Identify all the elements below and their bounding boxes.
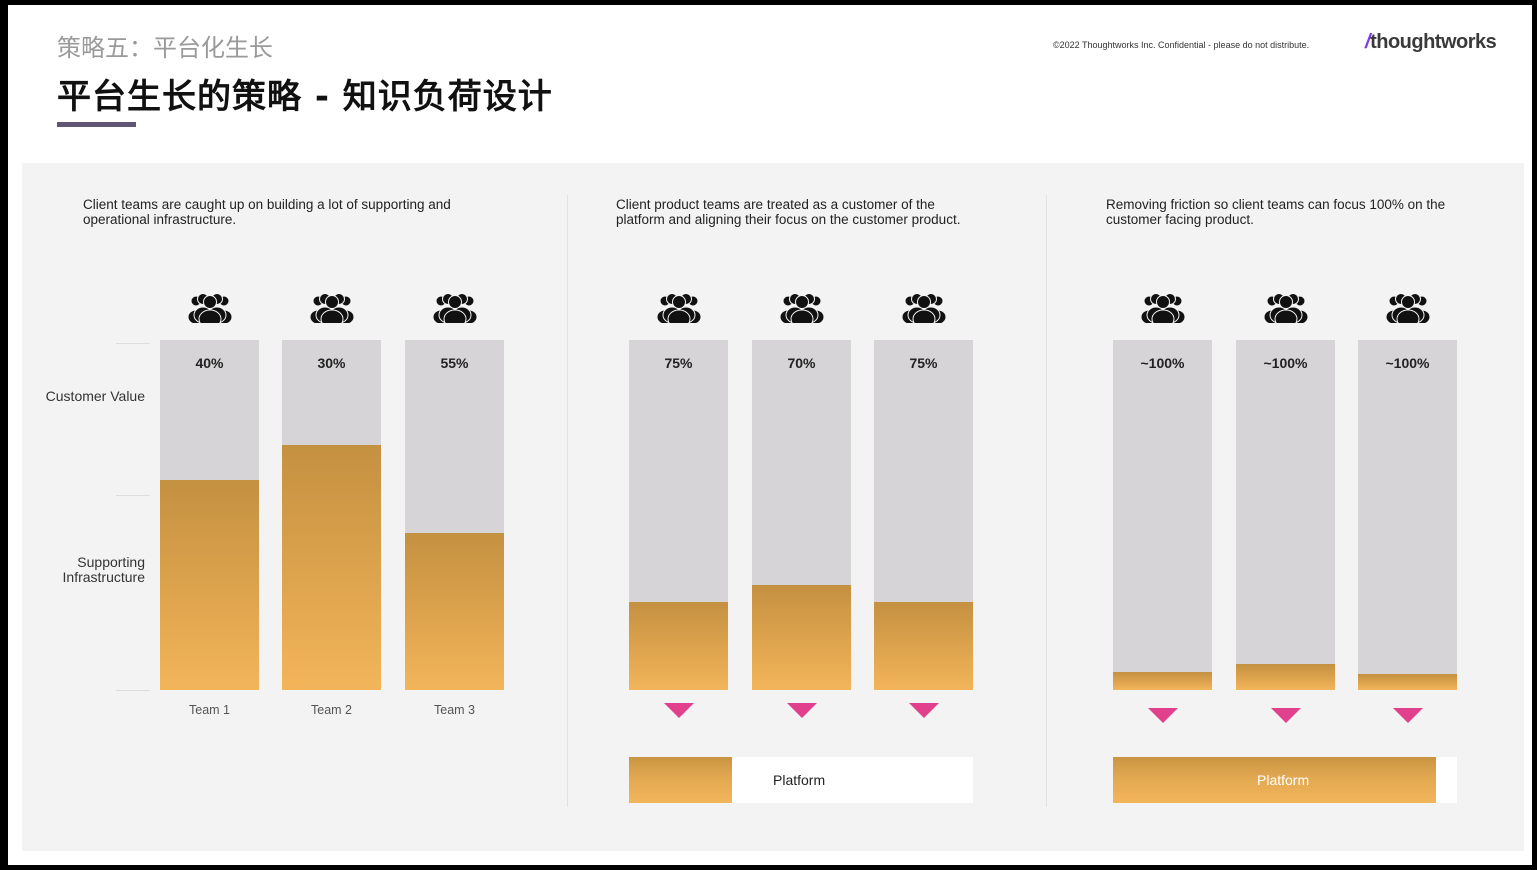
stacked-bar: ~100% <box>1358 340 1457 690</box>
section-2-caption: Client product teams are treated as a cu… <box>616 197 961 227</box>
axis-tick <box>116 343 150 344</box>
content-panel: Client teams are caught up on building a… <box>22 163 1524 851</box>
logo-slash: / <box>1365 31 1371 53</box>
triangle-down-icon <box>1393 708 1423 723</box>
supporting-infrastructure-segment <box>282 445 381 690</box>
customer-value-percent-label: 70% <box>787 355 816 371</box>
supporting-infrastructure-segment <box>1236 664 1335 690</box>
platform-fill <box>1113 757 1437 803</box>
customer-value-percent-label: ~100% <box>1140 355 1185 371</box>
team-label: Team 3 <box>434 703 475 717</box>
customer-value-percent-label: 55% <box>440 355 469 371</box>
team-label: Team 2 <box>311 703 352 717</box>
platform-bar: Platform <box>629 757 973 803</box>
stacked-bar: 40% <box>160 340 259 690</box>
customer-value-percent-label: ~100% <box>1263 355 1308 371</box>
team-label: Team 1 <box>189 703 230 717</box>
platform-label: Platform <box>773 772 826 788</box>
people-group-icon <box>779 293 825 329</box>
triangle-down-icon <box>1148 708 1178 723</box>
triangle-down-icon <box>1271 708 1301 723</box>
section-1-caption: Client teams are caught up on building a… <box>83 197 451 227</box>
supporting-infrastructure-segment <box>1358 674 1457 690</box>
page-title: 平台生长的策略 - 知识负荷设计 <box>57 77 553 117</box>
axis-label-supporting-infrastructure: Supporting Infrastructure <box>62 554 145 585</box>
axis-tick <box>116 690 150 691</box>
people-group-icon <box>901 293 947 329</box>
axis-label-customer-value: Customer Value <box>45 388 145 404</box>
section-divider <box>1046 195 1047 807</box>
supporting-infrastructure-segment <box>752 585 851 690</box>
stacked-bar: 70% <box>752 340 851 690</box>
copyright-notice: ©2022 Thoughtworks Inc. Confidential - p… <box>1053 40 1310 50</box>
stacked-bar: 75% <box>629 340 728 690</box>
thoughtworks-logo: /thoughtworks <box>1365 31 1497 54</box>
platform-bar: Platform <box>1113 757 1457 803</box>
platform-label: Platform <box>1257 772 1310 788</box>
title-underline <box>57 122 136 127</box>
people-group-icon <box>1263 293 1309 329</box>
stacked-bar: ~100% <box>1236 340 1335 690</box>
triangle-down-icon <box>909 703 939 718</box>
supporting-infrastructure-segment <box>1113 672 1212 690</box>
stacked-bar: 75% <box>874 340 973 690</box>
supporting-infrastructure-segment <box>629 602 728 690</box>
people-group-icon <box>1140 293 1186 329</box>
slide: 策略五：平台化生长 平台生长的策略 - 知识负荷设计 ©2022 Thought… <box>8 5 1532 865</box>
customer-value-percent-label: 30% <box>317 355 346 371</box>
stacked-bar: 55% <box>405 340 504 690</box>
triangle-down-icon <box>664 703 694 718</box>
people-group-icon <box>309 293 355 329</box>
customer-value-percent-label: 75% <box>909 355 938 371</box>
stacked-bar: 30% <box>282 340 381 690</box>
supporting-infrastructure-segment <box>874 602 973 690</box>
section-divider <box>567 195 568 807</box>
people-group-icon <box>432 293 478 329</box>
customer-value-percent-label: 40% <box>195 355 224 371</box>
supporting-infrastructure-segment <box>405 533 504 690</box>
triangle-down-icon <box>787 703 817 718</box>
section-3-caption: Removing friction so client teams can fo… <box>1106 197 1446 227</box>
supporting-infrastructure-segment <box>160 480 259 690</box>
people-group-icon <box>187 293 233 329</box>
axis-tick <box>116 495 150 496</box>
people-group-icon <box>1385 293 1431 329</box>
people-group-icon <box>656 293 702 329</box>
stacked-bar: ~100% <box>1113 340 1212 690</box>
section-subtitle: 策略五：平台化生长 <box>57 34 273 62</box>
customer-value-percent-label: 75% <box>664 355 693 371</box>
platform-fill <box>629 757 733 803</box>
customer-value-percent-label: ~100% <box>1385 355 1430 371</box>
logo-text: thoughtworks <box>1370 31 1497 53</box>
